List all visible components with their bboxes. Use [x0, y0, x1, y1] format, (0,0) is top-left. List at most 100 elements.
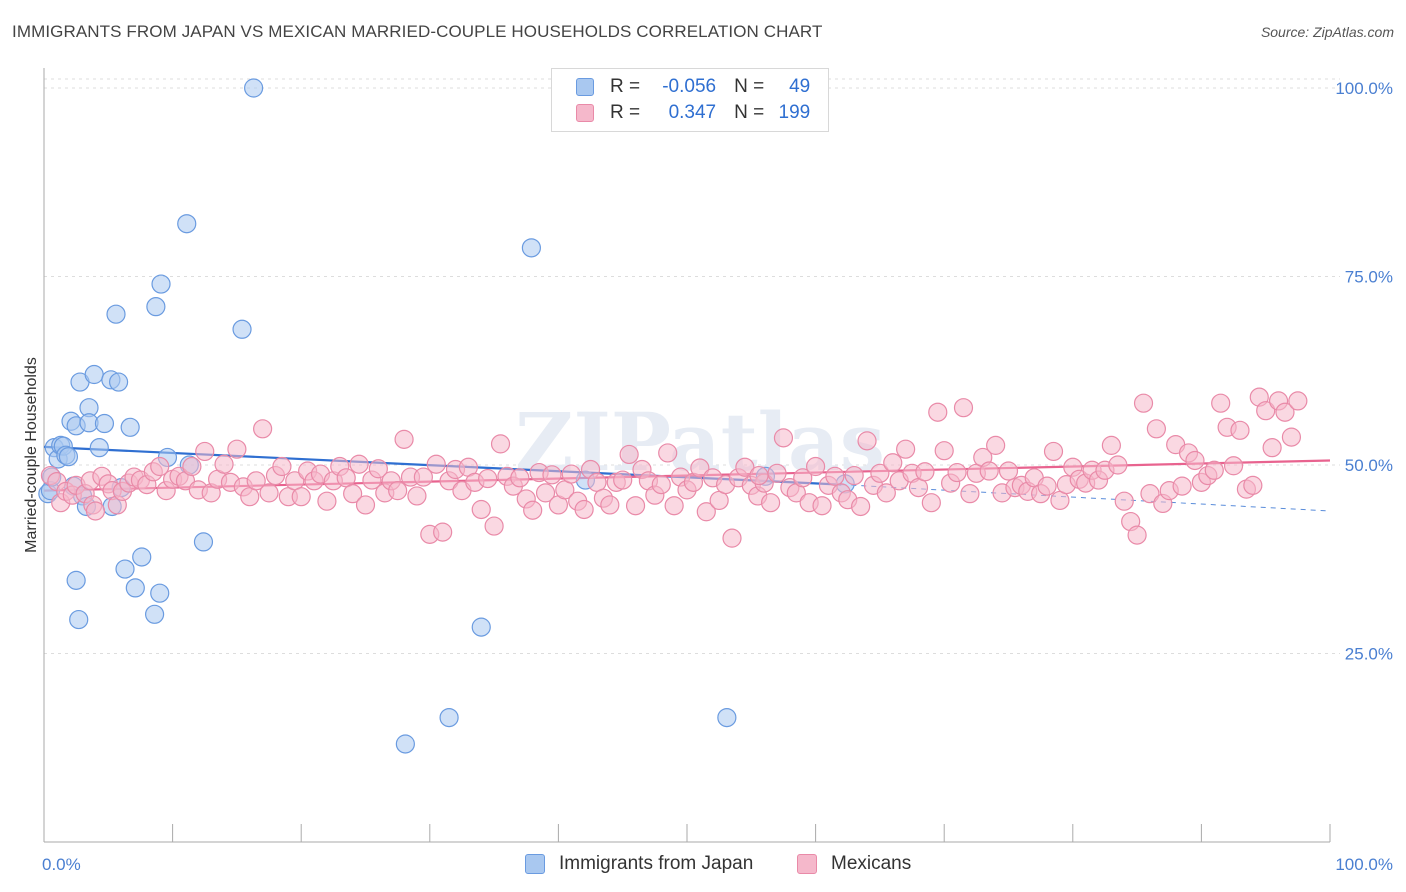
- mexicans-point: [696, 502, 716, 522]
- mexicans-point: [253, 419, 273, 439]
- mexicans-point: [523, 500, 543, 520]
- japan-point: [66, 570, 86, 590]
- mexicans-point: [851, 496, 871, 517]
- tick-labels: 25.0% 50.0% 75.0% 100.0% 0.0% 100.0%: [42, 79, 1393, 874]
- mexicans-point: [857, 431, 877, 451]
- mexicans-point: [876, 483, 896, 503]
- japan-point: [84, 364, 104, 385]
- mexicans-point: [246, 471, 266, 491]
- japan-point: [94, 413, 115, 434]
- mexicans-point: [227, 439, 247, 459]
- mexicans-point: [1223, 456, 1244, 476]
- chart-title: IMMIGRANTS FROM JAPAN VS MEXICAN MARRIED…: [12, 22, 823, 41]
- japan-point: [106, 304, 126, 324]
- mexicans-point: [883, 453, 903, 473]
- mexicans-point: [1275, 402, 1295, 422]
- n-value: 199: [778, 102, 811, 123]
- japan-point: [395, 734, 415, 754]
- grid-lines: [44, 78, 1340, 654]
- mexicans-point: [825, 466, 845, 486]
- mexicans-point: [1211, 393, 1231, 413]
- mexicans-point: [484, 516, 504, 536]
- mexicans-point: [426, 454, 446, 474]
- mexicans-point: [844, 465, 864, 486]
- mexicans-point: [986, 435, 1006, 455]
- mexicans-point: [934, 441, 954, 461]
- mexicans-point: [625, 496, 646, 516]
- mexicans-point: [349, 454, 369, 474]
- mexicans-point: [214, 454, 234, 474]
- mexicans-legend-swatch: [797, 854, 817, 874]
- mexicans-point: [1101, 435, 1121, 455]
- mexicans-point: [343, 484, 363, 504]
- mexicans-point: [1256, 401, 1276, 421]
- mexicans-point: [651, 475, 671, 495]
- mexicans-point: [510, 468, 530, 488]
- japan-point: [717, 707, 737, 728]
- japan-point: [144, 604, 165, 624]
- japan-point: [132, 547, 152, 567]
- mexicans-point: [953, 398, 974, 418]
- legend-item-japan: Immigrants from Japan: [525, 852, 753, 876]
- japan-point: [177, 214, 197, 234]
- stats-legend: R = -0.056 N = 49 R = 0.347 N = 199: [551, 68, 829, 132]
- mexicans-point: [317, 491, 337, 511]
- y-axis-label: Married-couple Households: [23, 357, 40, 553]
- mexicans-point: [767, 463, 787, 483]
- mexicans-point: [394, 429, 414, 449]
- japan-point: [108, 372, 129, 392]
- mexicans-point: [613, 470, 633, 490]
- r-value: 0.347: [668, 102, 717, 123]
- mexicans-point: [542, 465, 562, 485]
- japan-point: [58, 447, 79, 467]
- japan-point: [150, 583, 170, 603]
- japan-point: [151, 274, 171, 294]
- mexicans-point: [195, 441, 215, 462]
- mexicans-point: [658, 443, 678, 463]
- japan-point: [120, 417, 140, 437]
- mexicans-point: [760, 493, 781, 513]
- n-value: 49: [789, 76, 811, 97]
- mexicans-swatch: [576, 104, 594, 122]
- mexicans-point: [182, 456, 202, 477]
- r-label: R =: [610, 76, 641, 97]
- mexicans-point: [535, 483, 556, 503]
- axes: [43, 68, 1331, 843]
- mexicans-point: [1185, 450, 1205, 471]
- japan-swatch: [576, 78, 594, 96]
- mexicans-point: [1043, 441, 1064, 462]
- y-tick-label: 75.0%: [1345, 268, 1393, 287]
- japan-point: [115, 559, 135, 579]
- mexicans-point: [896, 439, 916, 459]
- mexicans-point: [722, 528, 742, 548]
- mexicans-point: [1204, 460, 1224, 480]
- y-tick-label: 100.0%: [1335, 79, 1393, 98]
- mexicans-point: [1172, 476, 1192, 496]
- x-tick-label: 100.0%: [1335, 855, 1393, 874]
- mexicans-point: [870, 463, 890, 483]
- mexicans-point: [1230, 420, 1250, 440]
- mexicans-point: [928, 402, 948, 422]
- mexicans-point: [664, 496, 684, 516]
- mexicans-point: [947, 462, 967, 483]
- mexicans-point: [574, 499, 594, 520]
- japan-point: [232, 319, 252, 339]
- y-tick-label: 50.0%: [1345, 456, 1393, 475]
- mexicans-point: [1108, 455, 1128, 475]
- mexicans-point: [619, 444, 639, 465]
- mexicans-point: [291, 487, 311, 507]
- mexicans-point: [1262, 438, 1282, 458]
- mexicans-point: [433, 522, 453, 542]
- mexicans-point: [1114, 491, 1134, 511]
- mexicans-point: [921, 493, 941, 513]
- stats-legend-row-mexicans: R = 0.347 N = 199: [576, 101, 810, 125]
- mexicans-point: [690, 458, 710, 478]
- n-label: N =: [734, 76, 765, 97]
- mexicans-point: [979, 461, 999, 481]
- japan-point: [471, 617, 491, 637]
- chart-source: Source: ZipAtlas.com: [1260, 24, 1394, 40]
- mexicans-point: [1146, 419, 1166, 439]
- y-tick-label: 25.0%: [1345, 645, 1393, 664]
- mexicans-point: [478, 468, 498, 489]
- mexicans-point: [490, 434, 511, 454]
